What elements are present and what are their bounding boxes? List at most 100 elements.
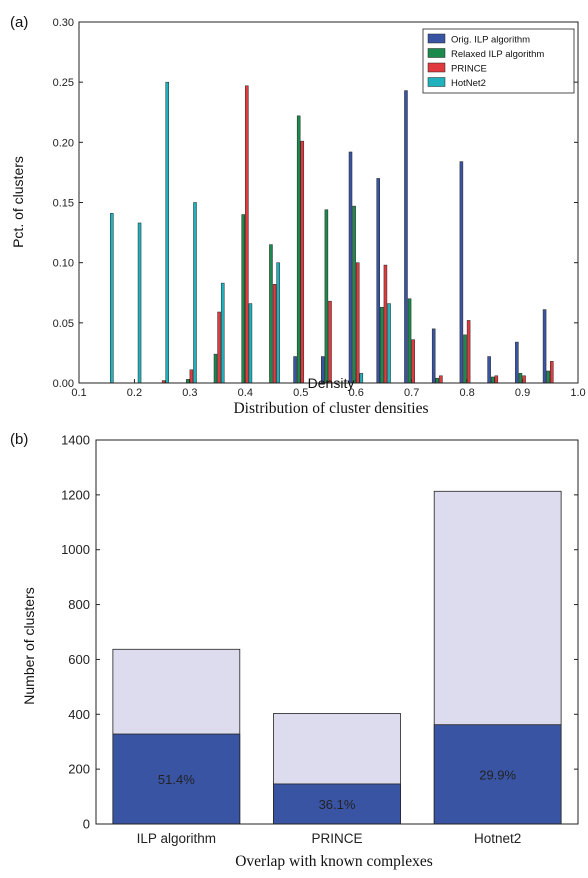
density-bar: [355, 262, 360, 384]
density-bar: [439, 375, 443, 384]
density-bar: [407, 298, 412, 384]
density-bar: [348, 151, 353, 384]
density-histogram-frame: [78, 21, 579, 384]
y-tick-label: 0.20: [53, 137, 74, 149]
legend-swatch: [427, 33, 446, 44]
y-tick-label: 0.05: [53, 318, 74, 330]
density-histogram-legend: Orig. ILP algorithm Relaxed ILP algorithm…: [422, 28, 575, 94]
x-tick-label: 0.9: [515, 387, 530, 399]
density-bar: [380, 306, 384, 384]
density-bar: [404, 90, 408, 384]
density-bar: [383, 264, 388, 384]
density-bar: [518, 373, 523, 384]
density-bar: [186, 379, 190, 384]
x-tick-label: 0.8: [459, 387, 474, 399]
overlap-percentage-label: 51.4%: [158, 772, 195, 787]
density-caption: Distribution of cluster densities: [233, 400, 428, 417]
legend-box: [422, 28, 575, 94]
density-bar: [466, 320, 471, 384]
overlap-percentage-label: 36.1%: [319, 797, 356, 812]
x-tick-label: 0.2: [127, 387, 142, 399]
density-bar: [272, 284, 277, 384]
panel-b-label: (b): [10, 431, 28, 448]
y-tick-label: 0.25: [53, 77, 74, 89]
y-tick-label: 0.00: [53, 378, 74, 390]
density-bar: [359, 373, 364, 384]
y-tick-label: 800: [68, 597, 90, 612]
y-tick-label: 0.30: [53, 17, 74, 29]
category-label: PRINCE: [311, 831, 362, 846]
legend-swatch: [427, 48, 446, 58]
overlap-percentage-label: 29.9%: [479, 767, 516, 782]
overlap-chart-ticks: 0 200 400 600 800 1000 1200 1400 ILP algorithm PR…: [61, 433, 578, 846]
overlap-chart-bars: 51.4% 36.1% 29.9%: [112, 490, 562, 825]
y-tick-label: 200: [68, 762, 90, 777]
density-bar: [522, 375, 526, 384]
density-bar: [165, 81, 170, 384]
x-tick-label: 0.4: [238, 387, 253, 399]
density-bar: [490, 376, 495, 384]
density-x-axis-label: Density: [308, 375, 355, 391]
density-bar: [411, 339, 415, 384]
density-bar: [269, 244, 273, 384]
density-bar: [387, 303, 391, 384]
x-tick-label: 0.5: [293, 387, 308, 399]
density-bar: [435, 377, 440, 384]
density-bar: [324, 209, 329, 384]
density-bar: [276, 262, 280, 384]
x-tick-label: 1.0: [570, 387, 585, 399]
overlap-bar: [273, 783, 401, 825]
legend-swatch: [427, 62, 446, 73]
density-bar: [431, 328, 436, 384]
density-bar: [459, 161, 464, 384]
density-bar: [241, 214, 245, 384]
density-bar: [376, 178, 380, 384]
y-tick-label: 0.10: [53, 258, 74, 270]
y-tick-label: 1000: [61, 542, 90, 557]
density-bar: [328, 300, 332, 384]
density-bar: [300, 140, 305, 384]
panel-a-label: (a): [10, 14, 28, 31]
overlap-caption: Overlap with known complexes: [235, 853, 433, 870]
y-tick-label: 1400: [61, 433, 90, 448]
overlap-bar: [112, 733, 241, 825]
legend-entry: Orig. ILP algorithm: [451, 35, 530, 46]
legend-entry: PRINCE: [451, 64, 487, 75]
x-tick-label: 0.1: [71, 387, 86, 399]
density-histogram-bars: [110, 81, 554, 384]
density-bar: [293, 356, 297, 384]
density-bar: [487, 356, 491, 384]
legend-swatch: [427, 77, 446, 87]
density-bar: [542, 309, 547, 384]
density-bar: [296, 115, 301, 384]
density-bar: [193, 202, 197, 384]
density-bar: [213, 353, 218, 384]
density-bar: [245, 85, 249, 384]
density-bar: [352, 205, 356, 384]
density-bar: [463, 334, 467, 384]
density-bar: [137, 222, 142, 384]
legend-entry: Relaxed ILP algorithm: [451, 49, 544, 60]
density-histogram-ticks: 0.1 0.2 0.3 0.4 0.5 0.6 0.7 0.8 0.9 1.0 0.00 0.05 0.…: [53, 17, 586, 399]
x-tick-label: 0.6: [349, 387, 364, 399]
density-bar: [110, 213, 114, 384]
density-bar: [248, 303, 253, 384]
y-tick-label: 400: [68, 707, 90, 722]
legend-entry: HotNet2: [451, 78, 486, 89]
category-label: Hotnet2: [474, 831, 521, 846]
density-bar: [550, 361, 554, 384]
overlap-chart-frame: [95, 439, 579, 825]
x-tick-label: 0.3: [182, 387, 197, 399]
overlap-bar-chart: 0 200 400 600 800 1000 1200 1400 ILP algorithm PR…: [61, 433, 579, 846]
y-tick-label: 600: [68, 652, 90, 667]
category-label: ILP algorithm: [137, 831, 216, 846]
x-tick-label: 0.7: [404, 387, 419, 399]
y-tick-label: 0: [83, 817, 90, 832]
density-bar: [546, 370, 550, 384]
y-tick-label: 0.15: [53, 198, 74, 210]
density-bar: [189, 369, 194, 384]
density-bar: [217, 311, 221, 384]
density-bar: [515, 341, 519, 384]
density-bar: [220, 282, 225, 384]
